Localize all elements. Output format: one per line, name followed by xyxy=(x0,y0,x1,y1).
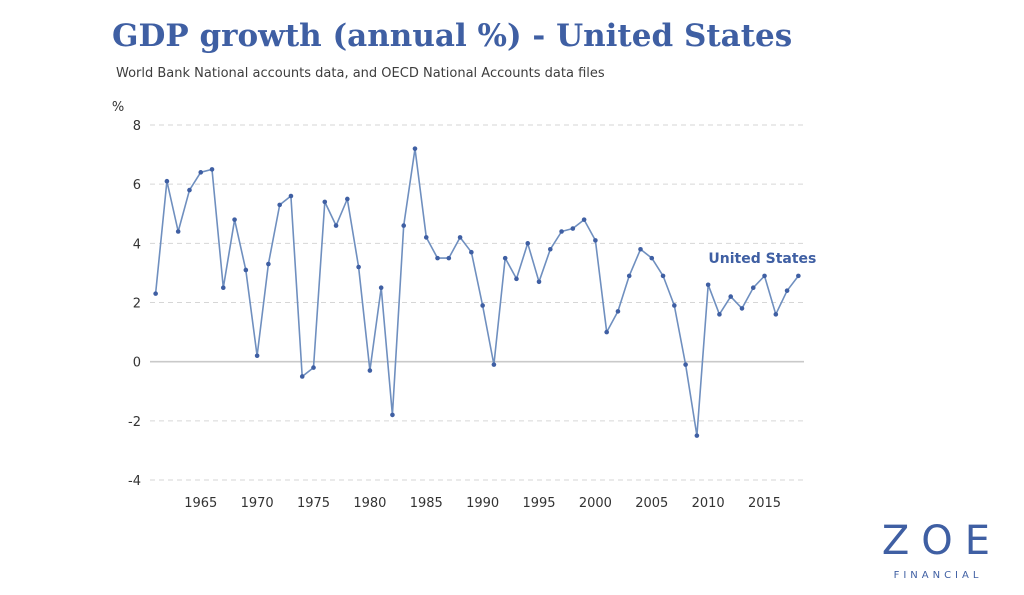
data-point xyxy=(638,246,643,252)
data-point xyxy=(390,412,395,418)
data-point xyxy=(570,226,576,231)
data-point xyxy=(784,288,790,293)
zoe-financial-logo: ZOE FINANCIAL xyxy=(856,512,1016,581)
data-point xyxy=(705,282,711,288)
data-point xyxy=(266,261,271,267)
data-point xyxy=(412,146,418,151)
data-point xyxy=(401,223,407,228)
data-point xyxy=(345,196,350,202)
data-point xyxy=(277,202,282,208)
data-point xyxy=(356,264,361,270)
data-point xyxy=(694,433,700,438)
data-point xyxy=(739,306,745,311)
data-point xyxy=(322,199,328,205)
x-tick-label: 1980 xyxy=(353,496,386,511)
data-point xyxy=(198,170,204,175)
data-point xyxy=(423,235,429,240)
data-point xyxy=(480,303,485,308)
brand-tagline: FINANCIAL xyxy=(893,570,983,581)
brand-name: ZOE xyxy=(881,518,1003,564)
data-point xyxy=(243,267,249,273)
data-point xyxy=(728,294,734,299)
x-axis-ticks: 1965 1970 1975 1980 1985 1990 1995 2000 2005 2010… xyxy=(184,496,781,511)
data-point xyxy=(762,273,767,279)
data-point xyxy=(514,276,519,282)
grid-lines xyxy=(150,124,804,481)
data-point xyxy=(626,273,632,279)
y-tick-label: -2 xyxy=(128,415,141,430)
y-tick-label: 8 xyxy=(133,119,141,134)
data-point xyxy=(367,368,373,373)
y-axis-label: % xyxy=(112,100,124,115)
y-tick-label: 4 xyxy=(133,237,141,252)
x-tick-label: 1975 xyxy=(297,496,330,511)
y-tick-label: -4 xyxy=(128,474,141,489)
data-point xyxy=(446,255,452,261)
data-point xyxy=(750,285,756,291)
data-point xyxy=(153,291,158,296)
data-point xyxy=(773,312,779,317)
data-point xyxy=(683,362,688,367)
data-point xyxy=(502,255,508,261)
x-tick-label: 1965 xyxy=(184,496,217,511)
data-point xyxy=(491,362,497,367)
x-tick-label: 1990 xyxy=(466,496,499,511)
data-point xyxy=(615,309,621,314)
data-point xyxy=(232,217,237,222)
data-point xyxy=(525,241,531,246)
data-point xyxy=(717,312,722,317)
data-point xyxy=(457,235,463,240)
y-tick-label: 6 xyxy=(133,178,141,193)
x-tick-label: 2000 xyxy=(579,496,612,511)
data-point xyxy=(581,217,587,222)
data-point xyxy=(220,285,226,291)
x-tick-label: 2010 xyxy=(692,496,725,511)
data-point xyxy=(593,238,598,243)
data-point xyxy=(288,193,294,199)
chart-subtitle: World Bank National accounts data, and O… xyxy=(116,66,605,81)
data-point xyxy=(796,273,801,279)
data-point xyxy=(311,365,316,370)
data-point xyxy=(559,229,564,234)
x-tick-label: 1970 xyxy=(241,496,274,511)
data-point xyxy=(378,285,384,291)
y-tick-label: 0 xyxy=(133,356,141,371)
data-point xyxy=(333,223,339,228)
data-point xyxy=(672,303,677,308)
data-point xyxy=(469,249,474,255)
data-point xyxy=(547,246,553,252)
chart-title: GDP growth (annual %) - United States xyxy=(112,18,793,54)
data-point xyxy=(435,255,440,261)
data-point xyxy=(209,167,215,172)
data-point xyxy=(299,374,305,379)
data-point xyxy=(660,273,666,279)
data-point xyxy=(536,279,542,285)
data-point xyxy=(254,353,260,359)
y-axis-ticks: -4 -2 0 2 4 6 8 xyxy=(128,119,141,489)
series-label: United States xyxy=(708,251,816,267)
data-point xyxy=(164,178,170,184)
data-point xyxy=(187,187,192,193)
data-point xyxy=(649,255,655,261)
y-tick-label: 2 xyxy=(133,297,141,312)
x-tick-label: 2005 xyxy=(635,496,668,511)
data-point xyxy=(604,329,609,335)
series-layer: United States xyxy=(153,146,816,438)
x-tick-label: 2015 xyxy=(748,496,781,511)
x-tick-label: 1985 xyxy=(410,496,443,511)
data-point xyxy=(175,229,181,234)
series-line-united-states xyxy=(154,147,800,437)
x-tick-label: 1995 xyxy=(522,496,555,511)
